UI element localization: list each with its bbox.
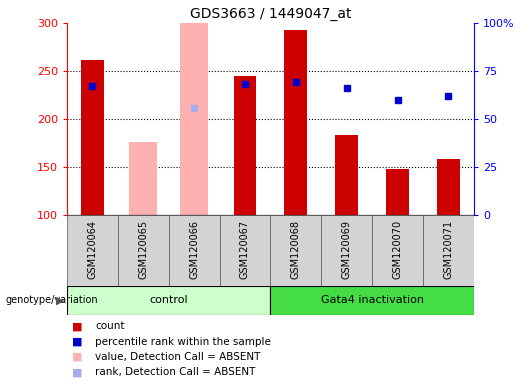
- Text: GSM120065: GSM120065: [138, 220, 148, 279]
- Text: GSM120067: GSM120067: [240, 220, 250, 279]
- Bar: [335, 136, 358, 215]
- Bar: [67, 215, 118, 286]
- Bar: [233, 76, 256, 215]
- Bar: [81, 60, 104, 215]
- Bar: [372, 215, 423, 286]
- Bar: [386, 169, 409, 215]
- Text: GSM120071: GSM120071: [443, 220, 453, 279]
- Bar: [180, 23, 208, 215]
- Bar: [284, 30, 307, 215]
- Bar: [169, 215, 219, 286]
- Text: GSM120064: GSM120064: [88, 220, 97, 279]
- Text: Gata4 inactivation: Gata4 inactivation: [320, 295, 423, 306]
- Text: GSM120069: GSM120069: [341, 220, 352, 279]
- Title: GDS3663 / 1449047_at: GDS3663 / 1449047_at: [190, 7, 351, 21]
- Bar: [321, 215, 372, 286]
- Text: ■: ■: [72, 352, 82, 362]
- Bar: [67, 286, 270, 315]
- Bar: [437, 159, 460, 215]
- Text: control: control: [149, 295, 188, 306]
- Bar: [270, 286, 474, 315]
- Text: ■: ■: [72, 367, 82, 377]
- Text: GSM120068: GSM120068: [291, 220, 301, 279]
- Bar: [129, 142, 157, 215]
- Text: rank, Detection Call = ABSENT: rank, Detection Call = ABSENT: [95, 367, 255, 377]
- Text: ▶: ▶: [56, 295, 64, 306]
- Text: ■: ■: [72, 337, 82, 347]
- Bar: [423, 215, 474, 286]
- Text: count: count: [95, 321, 125, 331]
- Bar: [270, 215, 321, 286]
- Text: GSM120070: GSM120070: [392, 220, 403, 279]
- Text: percentile rank within the sample: percentile rank within the sample: [95, 337, 271, 347]
- Bar: [219, 215, 270, 286]
- Text: value, Detection Call = ABSENT: value, Detection Call = ABSENT: [95, 352, 261, 362]
- Bar: [118, 215, 169, 286]
- Text: genotype/variation: genotype/variation: [5, 295, 98, 306]
- Text: GSM120066: GSM120066: [189, 220, 199, 279]
- Text: ■: ■: [72, 321, 82, 331]
